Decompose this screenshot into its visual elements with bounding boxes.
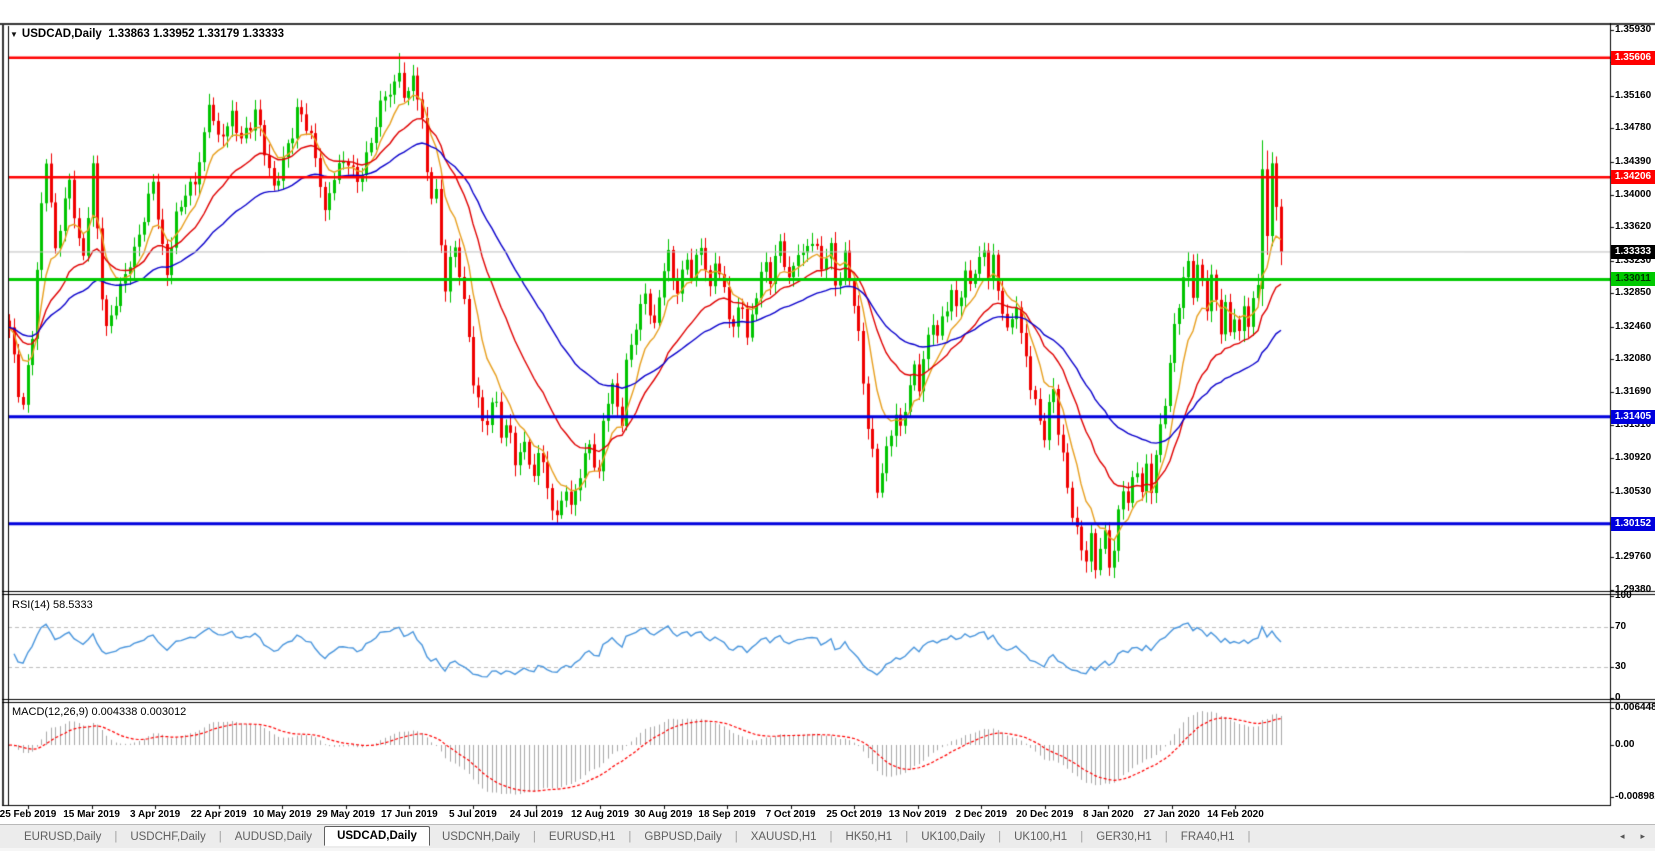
tab-usdcnh-daily[interactable]: USDCNH,Daily xyxy=(441,830,520,843)
price-level-badge: 1.34206 xyxy=(1611,170,1655,185)
price-axis-label: 1.29380 xyxy=(1615,583,1652,595)
tab-divider: | xyxy=(1080,830,1084,843)
date-label: 30 Aug 2019 xyxy=(634,809,693,820)
price-axis-label: 1.31690 xyxy=(1615,386,1652,398)
price-level-badge: 1.33011 xyxy=(1611,272,1655,287)
macd-indicator-value: 0.004338 0.003012 xyxy=(91,706,187,718)
tab-usdcad-daily[interactable]: USDCAD,Daily xyxy=(324,825,430,846)
date-label: 12 Aug 2019 xyxy=(570,809,629,820)
price-axis-label: 1.30530 xyxy=(1615,485,1652,497)
date-label: 2 Dec 2019 xyxy=(955,809,1008,820)
tab-divider: | xyxy=(1247,830,1251,843)
collapse-arrow-icon[interactable]: ▼ xyxy=(10,30,18,39)
price-level-badge: 1.30152 xyxy=(1611,516,1655,531)
tab-uk100-daily[interactable]: UK100,Daily xyxy=(921,830,986,843)
price-axis-label: 1.32460 xyxy=(1615,320,1652,332)
date-label: 7 Oct 2019 xyxy=(765,809,816,820)
macd-axis-label: 0.00 xyxy=(1615,739,1635,750)
bottom-strip xyxy=(0,848,1655,851)
tab-gbpusd-daily[interactable]: GBPUSD,Daily xyxy=(644,830,722,843)
chart-ohlc-values: 1.33863 1.33952 1.33179 1.33333 xyxy=(108,28,285,40)
tab-divider: | xyxy=(734,830,738,843)
tab-divider: | xyxy=(114,830,118,843)
date-label: 18 Sep 2019 xyxy=(698,809,756,820)
tab-ger30-h1[interactable]: GER30,H1 xyxy=(1096,830,1152,843)
chart-title: ▼ USDCAD,Daily 1.33863 1.33952 1.33179 1.… xyxy=(10,28,284,40)
tab-xauusd-h1[interactable]: XAUUSD,H1 xyxy=(750,830,817,843)
date-label: 5 Jul 2019 xyxy=(448,809,497,820)
price-axis-label: 1.33230 xyxy=(1615,254,1652,266)
macd-indicator-name: MACD(12,26,9) xyxy=(12,706,89,718)
price-axis-label: 1.30920 xyxy=(1615,452,1652,464)
tab-hk50-h1[interactable]: HK50,H1 xyxy=(845,830,893,843)
tab-usdchf-daily[interactable]: USDCHF,Daily xyxy=(130,830,206,843)
tab-divider: | xyxy=(998,830,1002,843)
date-label: 22 Apr 2019 xyxy=(190,809,247,820)
price-axis-label: 1.35160 xyxy=(1615,89,1652,101)
date-label: 10 May 2019 xyxy=(252,809,312,820)
chart-symbol-label: USDCAD,Daily xyxy=(21,28,102,40)
date-label: 17 Jun 2019 xyxy=(380,809,438,820)
date-label: 13 Nov 2019 xyxy=(888,809,947,820)
date-label: 3 Apr 2019 xyxy=(129,809,181,820)
tab-eurusd-daily[interactable]: EURUSD,Daily xyxy=(24,830,102,843)
tab-scroll-arrows: ◂ ▸ xyxy=(1620,831,1645,842)
macd-axis-label: 0.006448 xyxy=(1615,702,1655,713)
price-axis-label: 1.34390 xyxy=(1615,155,1652,167)
tab-uk100-h1[interactable]: UK100,H1 xyxy=(1014,830,1068,843)
date-label: 8 Jan 2020 xyxy=(1083,809,1134,820)
price-axis-label: 1.32850 xyxy=(1615,287,1652,299)
tab-eurusd-h1[interactable]: EURUSD,H1 xyxy=(548,830,616,843)
price-axis-label: 1.31310 xyxy=(1615,418,1652,430)
symbol-tab-bar: EURUSD,Daily | USDCHF,Daily | AUDUSD,Daily US… xyxy=(0,824,1655,848)
date-label: 27 Jan 2020 xyxy=(1143,809,1200,820)
date-label: 15 Mar 2019 xyxy=(63,809,120,820)
chart-window: ▼ USDCAD,Daily 1.33863 1.33952 1.33179 1.… xyxy=(0,0,1655,823)
date-label: 25 Oct 2019 xyxy=(826,809,882,820)
chart-canvas[interactable] xyxy=(0,0,1655,810)
date-label: 29 May 2019 xyxy=(316,809,375,820)
rsi-axis-label: 100 xyxy=(1615,590,1632,601)
rsi-panel-label: RSI(14) 58.5333 xyxy=(12,599,93,611)
tab-divider: | xyxy=(905,830,909,843)
rsi-axis-label: 0 xyxy=(1615,692,1621,703)
rsi-indicator-name: RSI(14) xyxy=(12,599,50,611)
tabs-scroll-left-icon[interactable]: ◂ xyxy=(1619,831,1625,841)
rsi-indicator-value: 58.5333 xyxy=(52,599,93,611)
price-level-badge: 1.31405 xyxy=(1611,409,1655,424)
price-level-badge: 1.33333 xyxy=(1611,244,1655,259)
date-label: 24 Jul 2019 xyxy=(509,809,564,820)
date-label: 25 Feb 2019 xyxy=(0,809,57,820)
tabs-scroll-right-icon[interactable]: ▸ xyxy=(1640,831,1645,841)
date-label: 14 Feb 2020 xyxy=(1207,809,1264,820)
tab-divider: | xyxy=(1164,830,1168,843)
price-axis-label: 1.32080 xyxy=(1615,353,1652,365)
tab-audusd-daily[interactable]: AUDUSD,Daily xyxy=(234,830,313,843)
price-axis-label: 1.34780 xyxy=(1615,122,1652,134)
price-axis-label: 1.29760 xyxy=(1615,551,1652,563)
tab-divider: | xyxy=(829,830,833,843)
rsi-axis-label: 30 xyxy=(1615,661,1627,673)
price-axis-label: 1.33620 xyxy=(1615,221,1652,233)
tab-divider: | xyxy=(218,830,222,843)
tab-divider: | xyxy=(532,830,536,843)
price-level-badge: 1.35606 xyxy=(1611,50,1655,65)
rsi-axis-label: 70 xyxy=(1615,620,1627,632)
price-axis-label: 1.35930 xyxy=(1615,24,1652,35)
price-axis-label: 1.34000 xyxy=(1615,188,1652,200)
tab-divider: | xyxy=(628,830,632,843)
date-label: 20 Dec 2019 xyxy=(1016,809,1074,820)
macd-panel-label: MACD(12,26,9) 0.004338 0.003012 xyxy=(12,706,186,718)
tab-fra40-h1[interactable]: FRA40,H1 xyxy=(1180,830,1235,843)
